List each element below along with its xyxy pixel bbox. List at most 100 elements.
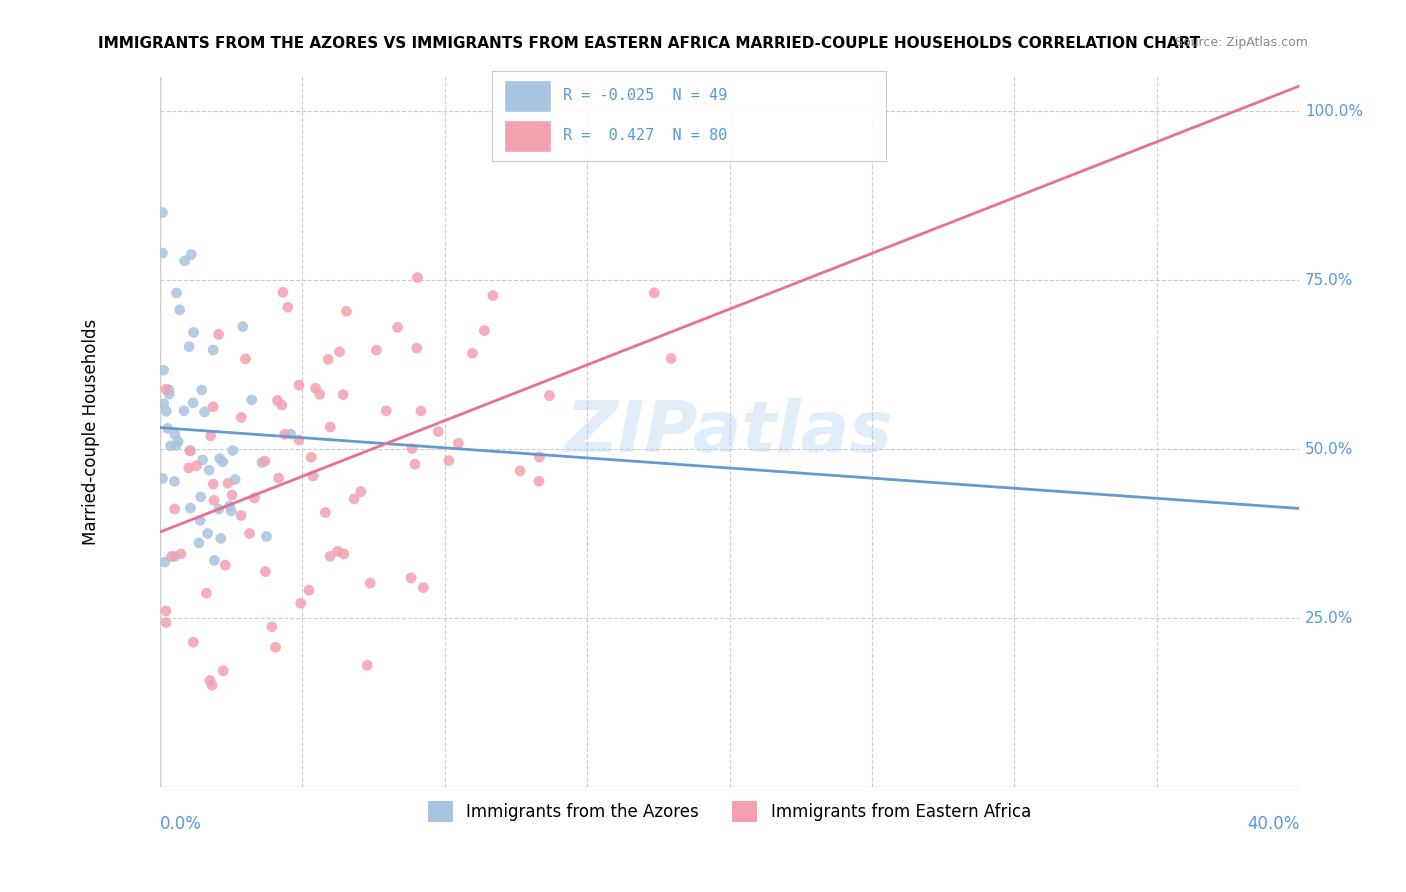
Point <box>264 640 287 655</box>
Point <box>404 457 426 471</box>
FancyBboxPatch shape <box>503 80 551 112</box>
Point <box>314 506 336 520</box>
Point <box>190 383 212 397</box>
Point <box>256 530 278 544</box>
Point <box>209 532 232 546</box>
Legend: Immigrants from the Azores, Immigrants from Eastern Africa: Immigrants from the Azores, Immigrants f… <box>422 795 1038 829</box>
Text: 40.0%: 40.0% <box>1247 815 1299 833</box>
Point <box>298 583 321 598</box>
Point <box>183 326 205 340</box>
Point <box>181 396 204 410</box>
Point <box>319 420 342 434</box>
Point <box>202 477 225 491</box>
Point <box>308 387 330 401</box>
Point <box>509 464 531 478</box>
Point <box>179 340 201 354</box>
Point <box>643 285 665 300</box>
Point <box>253 454 276 468</box>
Point <box>156 421 179 435</box>
Point <box>538 388 561 402</box>
Point <box>461 346 484 360</box>
Point <box>163 549 186 564</box>
Point <box>177 461 200 475</box>
Point <box>163 475 186 489</box>
Point <box>195 586 218 600</box>
Point <box>224 473 246 487</box>
Point <box>304 381 326 395</box>
Point <box>157 387 180 401</box>
Point <box>212 664 235 678</box>
Point <box>198 463 221 477</box>
Text: R = -0.025  N = 49: R = -0.025 N = 49 <box>562 88 727 103</box>
Point <box>328 344 350 359</box>
Point <box>399 571 422 585</box>
Point <box>222 443 245 458</box>
Point <box>202 493 225 508</box>
Point <box>326 544 349 558</box>
Point <box>153 555 176 569</box>
Point <box>266 393 288 408</box>
Point <box>173 404 195 418</box>
Point <box>299 450 322 465</box>
Point <box>217 476 239 491</box>
Point <box>280 427 302 442</box>
Point <box>343 491 366 506</box>
Point <box>200 429 222 443</box>
Point <box>406 270 429 285</box>
Point <box>219 504 242 518</box>
Text: 25.0%: 25.0% <box>1305 610 1354 625</box>
Point <box>260 620 283 634</box>
Point <box>208 327 231 342</box>
Point <box>405 341 427 355</box>
Text: ZIPatlas: ZIPatlas <box>565 398 893 467</box>
Point <box>356 658 378 673</box>
Point <box>359 576 381 591</box>
Point <box>163 427 186 442</box>
Point <box>401 442 423 456</box>
Point <box>202 553 225 567</box>
Point <box>179 443 201 458</box>
Point <box>214 558 236 572</box>
Point <box>235 351 257 366</box>
Point <box>197 526 219 541</box>
Point <box>333 547 356 561</box>
FancyBboxPatch shape <box>503 120 551 152</box>
Point <box>186 458 208 473</box>
Point <box>152 205 174 219</box>
Point <box>366 343 388 358</box>
Point <box>155 382 177 396</box>
Point <box>319 549 342 564</box>
Point <box>375 404 398 418</box>
Point <box>157 383 180 397</box>
Point <box>288 378 311 392</box>
Point <box>180 247 202 261</box>
Point <box>482 288 505 302</box>
Point <box>155 404 177 418</box>
Point <box>166 285 188 300</box>
Point <box>231 410 253 425</box>
Point <box>188 513 211 527</box>
Point <box>202 343 225 357</box>
Point <box>188 536 211 550</box>
Point <box>152 246 174 260</box>
Point <box>254 565 277 579</box>
Point <box>437 453 460 467</box>
Point <box>240 392 263 407</box>
Point <box>173 253 195 268</box>
Point <box>208 451 231 466</box>
Point <box>350 484 373 499</box>
Point <box>474 324 496 338</box>
Text: Married-couple Households: Married-couple Households <box>83 319 100 545</box>
Point <box>229 508 252 523</box>
Point <box>409 404 432 418</box>
Text: 75.0%: 75.0% <box>1305 273 1354 287</box>
Point <box>271 285 294 300</box>
Point <box>152 363 174 377</box>
Point <box>211 455 233 469</box>
Point <box>198 673 221 688</box>
Point <box>155 604 177 618</box>
Point <box>183 635 205 649</box>
Point <box>202 400 225 414</box>
Point <box>218 499 240 513</box>
Point <box>232 319 254 334</box>
